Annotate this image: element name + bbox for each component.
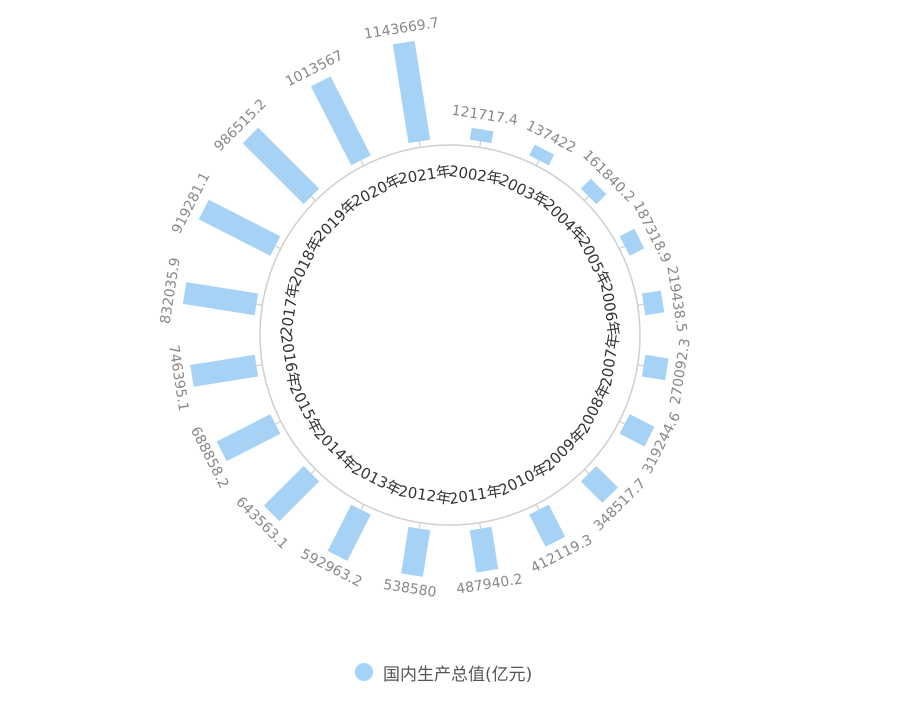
value-label: 319244.6	[640, 410, 685, 477]
bar-2003年[interactable]	[529, 144, 555, 166]
axis-tick	[535, 504, 540, 510]
chart-legend[interactable]: 国内生产总值(亿元)	[355, 660, 533, 685]
axis-tick	[418, 522, 421, 529]
value-label: 832035.9	[158, 257, 184, 325]
value-label: 412119.3	[528, 532, 595, 577]
bar-2019年[interactable]	[242, 127, 320, 205]
category-label: 2007年	[597, 333, 623, 388]
value-label: 1013567	[283, 48, 346, 91]
bar-2012年[interactable]	[401, 526, 431, 577]
category-label: 2006年	[597, 282, 623, 337]
bar-2020年[interactable]	[310, 76, 371, 166]
axis-tick	[583, 468, 590, 475]
axis-tick	[256, 303, 263, 306]
legend-label: 国内生产总值(亿元)	[383, 664, 533, 685]
bar-2017年[interactable]	[182, 282, 259, 316]
category-label: 2021年	[397, 162, 452, 188]
value-label: 487940.2	[455, 571, 523, 597]
axis-tick	[360, 504, 365, 510]
axis-tick	[619, 420, 625, 425]
bar-2007年[interactable]	[641, 354, 669, 381]
value-label: 270092.3	[668, 337, 694, 405]
category-label: 2002年	[448, 162, 503, 188]
bar-2005年[interactable]	[619, 228, 645, 256]
bar-2021年[interactable]	[392, 40, 431, 144]
bar-2014年[interactable]	[263, 465, 320, 522]
axis-tick	[479, 141, 482, 148]
axis-tick	[275, 245, 281, 250]
axis-tick	[619, 245, 625, 250]
axis-tick	[275, 420, 281, 425]
value-label: 187318.9	[629, 199, 674, 266]
axis-tick	[310, 468, 317, 475]
bar-2002年[interactable]	[469, 127, 494, 144]
category-label: 2020年	[349, 171, 405, 211]
value-label: 1143669.7	[363, 15, 440, 43]
value-label: 919281.1	[169, 170, 214, 237]
category-label: 2017年	[277, 282, 303, 337]
value-label: 219438.5	[663, 265, 689, 333]
bar-2008年[interactable]	[619, 414, 655, 447]
axis-tick	[535, 160, 540, 166]
bar-2010年[interactable]	[529, 504, 566, 547]
bar-2013年[interactable]	[327, 504, 371, 561]
value-label: 592963.2	[298, 546, 365, 591]
category-label: 2010年	[496, 459, 552, 499]
axis-tick	[256, 364, 263, 367]
axis-tick	[310, 195, 317, 202]
axis-tick	[418, 141, 421, 148]
bar-2004年[interactable]	[580, 178, 607, 205]
legend-swatch-icon	[355, 663, 373, 681]
axis-tick	[583, 195, 590, 202]
bar-2006年[interactable]	[641, 290, 665, 316]
bar-2016年[interactable]	[190, 354, 259, 387]
category-label: 2011年	[448, 482, 503, 508]
axis-tick	[637, 303, 644, 306]
category-label: 2012年	[397, 482, 452, 508]
category-label: 2015年	[286, 381, 326, 437]
category-label: 2016年	[277, 333, 303, 388]
bar-2009年[interactable]	[580, 465, 618, 503]
value-label: 538580	[382, 577, 437, 601]
value-label: 746395.1	[165, 344, 191, 412]
axis-tick	[637, 364, 644, 367]
bar-2011年[interactable]	[469, 526, 499, 573]
value-label: 121717.4	[450, 103, 519, 129]
bar-2018年[interactable]	[198, 199, 281, 256]
value-label: 688858.2	[187, 424, 232, 491]
category-label: 2005年	[574, 234, 614, 290]
axis-tick	[479, 522, 482, 529]
bar-2015年[interactable]	[216, 414, 281, 462]
radial-axis-ring	[259, 144, 641, 526]
axis-tick	[360, 160, 365, 166]
